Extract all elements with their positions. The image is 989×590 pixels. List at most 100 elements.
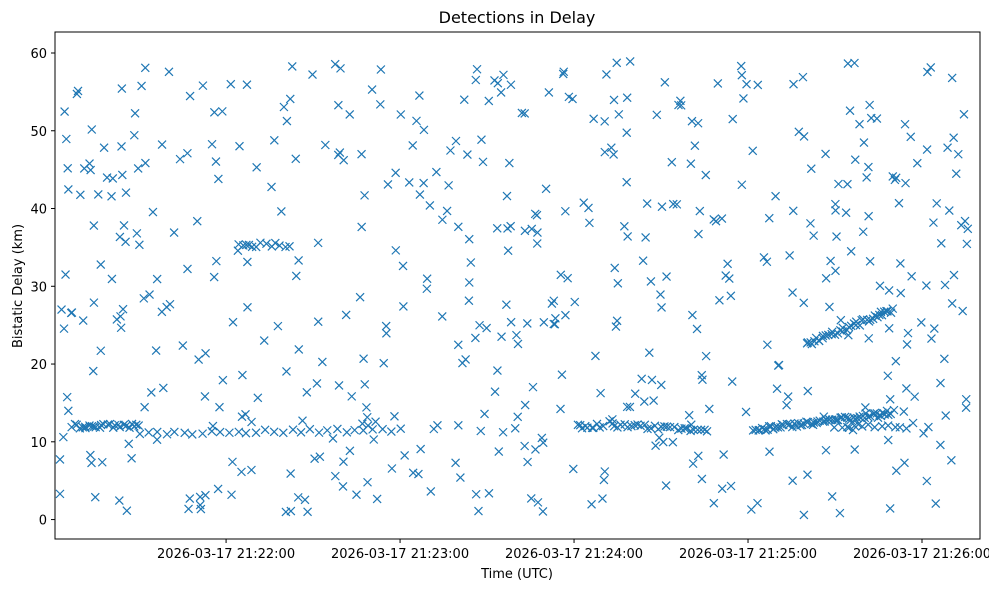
data-point <box>333 100 343 110</box>
data-point <box>844 322 854 332</box>
data-point <box>475 320 484 330</box>
data-point <box>90 492 100 502</box>
data-point <box>772 384 782 394</box>
data-point <box>661 481 671 491</box>
data-point <box>270 238 280 248</box>
data-point <box>688 459 698 469</box>
data-point <box>900 119 910 129</box>
data-point <box>234 427 244 437</box>
data-point <box>513 339 523 349</box>
data-point <box>788 476 798 486</box>
data-point <box>520 400 530 410</box>
data-point <box>697 474 707 484</box>
data-point <box>830 415 840 424</box>
data-point <box>341 310 351 320</box>
data-point <box>637 374 647 384</box>
data-point <box>737 70 747 80</box>
data-point <box>916 317 926 327</box>
data-point <box>896 288 906 298</box>
data-point <box>285 241 294 251</box>
data-point <box>342 427 352 437</box>
data-point <box>530 209 540 219</box>
data-point <box>259 336 269 345</box>
data-point <box>614 109 624 119</box>
data-point <box>924 422 933 432</box>
data-point <box>269 135 279 145</box>
data-point <box>727 377 737 386</box>
data-point <box>62 392 72 402</box>
data-points <box>55 56 973 520</box>
y-tick-label: 20 <box>30 358 47 373</box>
data-point <box>244 240 254 250</box>
data-point <box>330 471 340 481</box>
data-point <box>345 446 355 456</box>
data-point <box>390 411 399 421</box>
data-point <box>286 469 296 479</box>
data-point <box>900 458 909 468</box>
data-point <box>949 133 959 143</box>
data-point <box>455 473 465 483</box>
data-point <box>133 164 143 173</box>
data-point <box>961 394 971 404</box>
data-point <box>532 239 542 248</box>
data-point <box>237 370 247 380</box>
data-point <box>605 416 614 426</box>
data-point <box>723 259 733 269</box>
data-point <box>682 423 691 433</box>
data-point <box>753 498 762 508</box>
data-point <box>367 85 377 94</box>
data-point <box>209 272 219 282</box>
data-point <box>639 397 649 407</box>
plot-area <box>54 31 981 540</box>
data-point <box>853 420 863 429</box>
data-point <box>860 403 870 412</box>
data-point <box>459 95 469 105</box>
data-point <box>178 341 188 351</box>
data-point <box>87 458 96 468</box>
data-point <box>89 298 99 308</box>
data-point <box>383 180 393 189</box>
data-point <box>226 79 236 89</box>
data-point <box>646 276 656 286</box>
data-point <box>611 322 621 331</box>
data-point <box>228 457 237 467</box>
data-point <box>591 351 600 361</box>
data-point <box>400 450 410 460</box>
data-point <box>799 510 809 520</box>
data-point <box>692 324 702 334</box>
data-point <box>932 198 942 208</box>
data-point <box>363 421 373 431</box>
data-point <box>788 206 798 216</box>
data-point <box>612 58 622 68</box>
data-point <box>287 61 297 71</box>
data-point <box>579 198 589 208</box>
data-point <box>929 218 938 228</box>
data-point <box>563 273 573 283</box>
data-point <box>947 73 957 83</box>
data-point <box>726 481 736 491</box>
y-axis-title: Bistatic Delay (km) <box>11 224 26 348</box>
data-point <box>697 370 707 380</box>
data-point <box>453 340 463 350</box>
x-tick-label: 2026-03-17 21:25:00 <box>679 547 817 562</box>
data-point <box>680 423 690 433</box>
data-point <box>610 263 620 273</box>
data-point <box>415 190 425 199</box>
data-point <box>962 239 972 249</box>
data-point <box>883 421 893 430</box>
data-point <box>313 238 323 248</box>
data-point <box>613 278 623 288</box>
data-point <box>830 330 840 340</box>
data-point <box>742 79 751 89</box>
data-point <box>490 75 499 85</box>
data-point <box>471 75 481 85</box>
data-point <box>437 215 447 225</box>
data-point <box>293 492 303 502</box>
data-point <box>728 114 738 124</box>
data-point <box>850 445 860 454</box>
data-point <box>464 296 474 306</box>
data-point <box>482 323 492 333</box>
data-point <box>902 423 911 433</box>
data-point <box>185 494 195 503</box>
data-point <box>782 400 792 410</box>
